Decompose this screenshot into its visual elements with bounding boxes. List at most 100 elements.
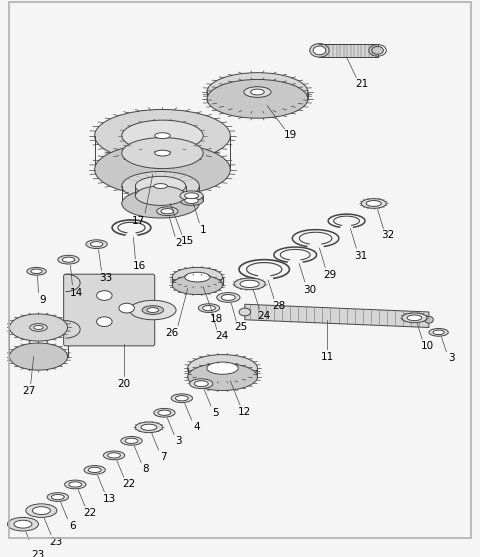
Text: 31: 31 xyxy=(355,251,368,261)
Ellipse shape xyxy=(122,138,203,169)
Ellipse shape xyxy=(108,453,120,458)
Ellipse shape xyxy=(172,275,223,295)
Ellipse shape xyxy=(88,467,101,472)
Text: 27: 27 xyxy=(22,387,36,397)
Ellipse shape xyxy=(84,466,105,474)
Ellipse shape xyxy=(402,313,427,323)
Text: 8: 8 xyxy=(143,465,149,475)
Text: 22: 22 xyxy=(122,479,135,489)
Ellipse shape xyxy=(207,362,238,374)
Ellipse shape xyxy=(65,480,86,489)
Ellipse shape xyxy=(310,43,329,57)
Ellipse shape xyxy=(8,517,38,531)
Ellipse shape xyxy=(180,196,203,206)
Ellipse shape xyxy=(154,184,168,188)
Ellipse shape xyxy=(30,324,47,331)
Ellipse shape xyxy=(172,267,223,287)
Text: 30: 30 xyxy=(303,285,316,295)
Ellipse shape xyxy=(147,307,158,312)
Ellipse shape xyxy=(251,89,264,95)
Text: 1: 1 xyxy=(200,224,206,234)
Ellipse shape xyxy=(122,120,203,151)
Ellipse shape xyxy=(95,143,230,196)
Ellipse shape xyxy=(47,493,69,501)
Ellipse shape xyxy=(176,395,188,401)
Ellipse shape xyxy=(141,424,157,431)
Text: 2: 2 xyxy=(176,238,182,248)
Text: 22: 22 xyxy=(83,508,96,518)
Text: 3: 3 xyxy=(448,354,455,364)
Text: 6: 6 xyxy=(69,521,76,531)
Text: 7: 7 xyxy=(160,452,167,462)
Ellipse shape xyxy=(154,408,175,417)
Ellipse shape xyxy=(185,198,198,203)
Text: 10: 10 xyxy=(420,341,433,351)
Text: 17: 17 xyxy=(132,216,145,226)
Ellipse shape xyxy=(180,191,203,201)
FancyBboxPatch shape xyxy=(320,43,378,57)
Text: 33: 33 xyxy=(99,273,112,283)
Ellipse shape xyxy=(10,343,68,370)
Ellipse shape xyxy=(158,410,171,416)
Ellipse shape xyxy=(313,46,326,55)
Ellipse shape xyxy=(69,482,82,487)
Ellipse shape xyxy=(372,46,384,54)
Ellipse shape xyxy=(135,186,186,206)
Ellipse shape xyxy=(244,87,271,97)
Ellipse shape xyxy=(234,278,265,290)
Ellipse shape xyxy=(207,80,308,118)
Ellipse shape xyxy=(26,504,57,517)
Ellipse shape xyxy=(122,189,199,218)
Ellipse shape xyxy=(119,303,134,313)
Ellipse shape xyxy=(429,329,448,336)
Ellipse shape xyxy=(188,363,257,390)
Text: 32: 32 xyxy=(382,231,395,241)
Text: 28: 28 xyxy=(272,301,286,311)
Ellipse shape xyxy=(155,150,170,156)
Ellipse shape xyxy=(103,451,125,460)
Text: 3: 3 xyxy=(176,436,182,446)
Ellipse shape xyxy=(96,291,112,300)
Text: 29: 29 xyxy=(324,270,337,280)
Ellipse shape xyxy=(58,255,79,264)
Text: 21: 21 xyxy=(356,79,369,89)
Ellipse shape xyxy=(95,110,230,162)
Ellipse shape xyxy=(34,325,43,329)
Ellipse shape xyxy=(194,381,208,387)
Text: 23: 23 xyxy=(49,536,62,546)
Text: 15: 15 xyxy=(181,236,194,246)
Ellipse shape xyxy=(433,330,444,335)
Ellipse shape xyxy=(239,308,251,316)
Text: 12: 12 xyxy=(238,407,252,417)
Ellipse shape xyxy=(135,422,163,433)
Ellipse shape xyxy=(156,207,178,216)
Text: 11: 11 xyxy=(321,351,334,361)
Ellipse shape xyxy=(135,177,186,196)
Text: 23: 23 xyxy=(31,550,44,557)
Ellipse shape xyxy=(198,304,220,312)
Text: 14: 14 xyxy=(70,287,83,297)
Ellipse shape xyxy=(185,193,199,199)
FancyBboxPatch shape xyxy=(64,274,155,346)
Ellipse shape xyxy=(366,201,381,207)
Text: 18: 18 xyxy=(210,314,223,324)
Ellipse shape xyxy=(27,267,46,275)
Ellipse shape xyxy=(130,300,176,320)
Ellipse shape xyxy=(207,72,308,111)
Ellipse shape xyxy=(142,306,164,314)
Ellipse shape xyxy=(185,272,210,282)
Ellipse shape xyxy=(190,379,213,389)
Ellipse shape xyxy=(361,199,386,208)
Text: 5: 5 xyxy=(213,408,219,418)
Ellipse shape xyxy=(31,269,42,273)
Ellipse shape xyxy=(203,305,216,311)
Ellipse shape xyxy=(66,309,114,330)
Text: 25: 25 xyxy=(234,323,248,333)
Ellipse shape xyxy=(51,495,64,500)
Ellipse shape xyxy=(62,257,75,262)
Ellipse shape xyxy=(122,172,199,201)
Ellipse shape xyxy=(121,437,142,445)
Text: 24: 24 xyxy=(215,331,228,341)
Text: 20: 20 xyxy=(117,379,130,389)
Text: 19: 19 xyxy=(284,130,297,140)
